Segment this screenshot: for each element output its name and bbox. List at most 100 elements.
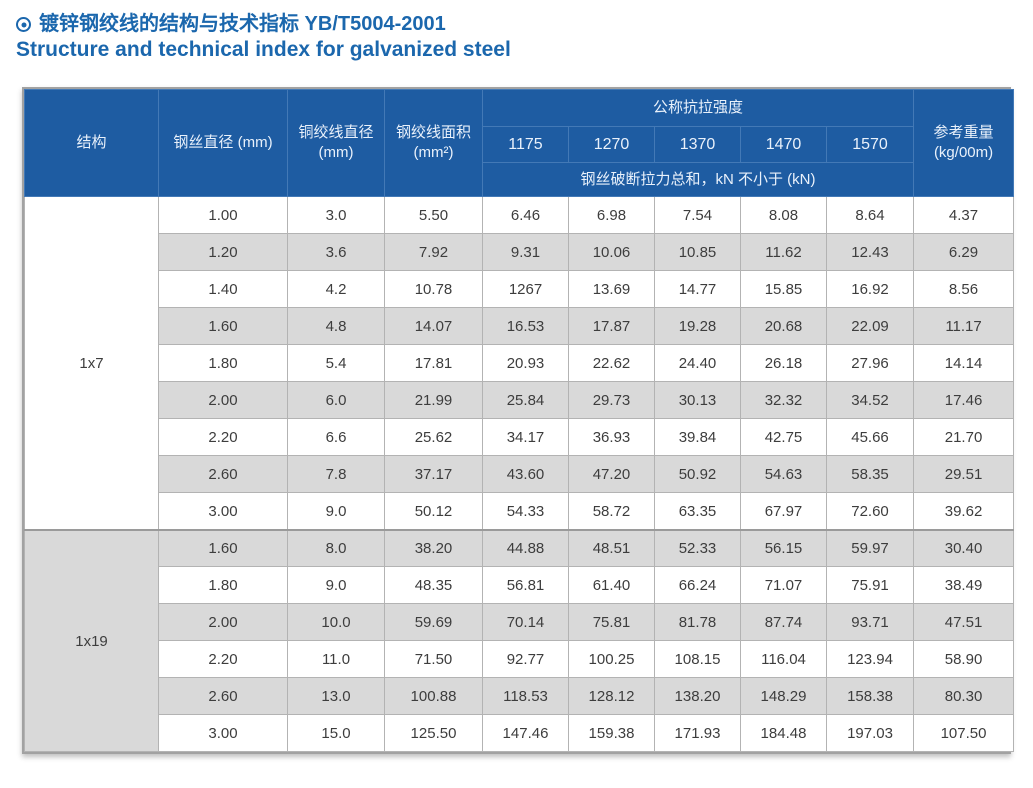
table-cell: 92.77 — [482, 640, 569, 679]
table-cell: 118.53 — [482, 677, 569, 716]
table-cell: 11.0 — [287, 640, 385, 679]
table-cell: 30.40 — [913, 528, 1015, 568]
table-cell: 50.92 — [654, 455, 741, 494]
table-cell: 25.62 — [384, 418, 483, 457]
table-cell: 87.74 — [740, 603, 827, 642]
table-cell: 1.80 — [158, 344, 288, 383]
table-cell: 3.0 — [287, 196, 385, 235]
table-cell: 80.30 — [913, 677, 1015, 716]
table-cell: 125.50 — [384, 714, 483, 753]
table-cell: 26.18 — [740, 344, 827, 383]
header-grade-1470: 1470 — [740, 126, 827, 164]
table-row: 2.60 7.8 37.17 43.60 47.20 50.92 54.63 58.35 29.… — [25, 455, 1015, 494]
table-cell: 17.87 — [568, 307, 655, 346]
table-cell: 2.60 — [158, 677, 288, 716]
table-cell: 38.20 — [384, 528, 483, 568]
table-cell: 59.97 — [825, 528, 915, 568]
table-cell: 48.35 — [384, 566, 483, 605]
table-cell: 2.60 — [158, 455, 288, 494]
table-cell: 21.99 — [384, 381, 483, 420]
table-cell: 32.32 — [740, 381, 827, 420]
table-cell: 19.28 — [654, 307, 741, 346]
table-cell: 66.24 — [654, 566, 741, 605]
table-row: 3.00 9.0 50.12 54.33 58.72 63.35 67.97 72.60 39.… — [25, 492, 1015, 531]
table-row: 1.20 3.6 7.92 9.31 10.06 10.85 11.62 12.43 6.29 — [25, 233, 1015, 272]
table-cell: 16.53 — [482, 307, 569, 346]
structure-group-label: 1x19 — [24, 528, 159, 753]
table-cell: 38.49 — [913, 566, 1015, 605]
table-cell: 15.85 — [740, 270, 827, 309]
table-row: 3.00 15.0 125.50 147.46 159.38 171.93 184.48 19… — [25, 714, 1015, 753]
header-grade-1370: 1370 — [654, 126, 741, 164]
table-cell: 29.51 — [913, 455, 1015, 494]
spec-table-container: 结构 钢丝直径 (mm) 铜绞线直径 (mm) 钢绞线面积 (mm²) 公称抗拉… — [22, 87, 1015, 755]
table-cell: 147.46 — [482, 714, 569, 753]
table-cell: 54.63 — [740, 455, 827, 494]
table-cell: 2.00 — [158, 603, 288, 642]
table-cell: 8.64 — [825, 196, 915, 235]
table-cell: 25.84 — [482, 381, 569, 420]
table-cell: 6.46 — [482, 196, 569, 235]
header-ref-weight: 参考重量 (kg/00m) — [913, 89, 1015, 198]
table-cell: 58.72 — [568, 492, 655, 531]
table-cell: 50.12 — [384, 492, 483, 531]
table-cell: 58.90 — [913, 640, 1015, 679]
table-cell: 37.17 — [384, 455, 483, 494]
table-cell: 1267 — [482, 270, 569, 309]
table-cell: 75.81 — [568, 603, 655, 642]
table-row: 2.20 11.0 71.50 92.77 100.25 108.15 116.04 123.… — [25, 640, 1015, 679]
table-cell: 10.78 — [384, 270, 483, 309]
table-cell: 22.62 — [568, 344, 655, 383]
header-grade-1570: 1570 — [825, 126, 915, 164]
header-grade-1175: 1175 — [482, 126, 569, 164]
table-cell: 4.8 — [287, 307, 385, 346]
table-cell: 5.4 — [287, 344, 385, 383]
table-cell: 1.40 — [158, 270, 288, 309]
table-cell: 10.0 — [287, 603, 385, 642]
table-row: 1.60 4.8 14.07 16.53 17.87 19.28 20.68 22.09 11.… — [25, 307, 1015, 346]
table-cell: 71.07 — [740, 566, 827, 605]
table-cell: 56.15 — [740, 528, 827, 568]
table-cell: 184.48 — [740, 714, 827, 753]
table-cell: 128.12 — [568, 677, 655, 716]
table-row: 1.40 4.2 10.78 1267 13.69 14.77 15.85 16.92 8.56 — [25, 270, 1015, 309]
table-cell: 10.85 — [654, 233, 741, 272]
table-row: 2.00 10.0 59.69 70.14 75.81 81.78 87.74 93.71 47… — [25, 603, 1015, 642]
table-cell: 34.17 — [482, 418, 569, 457]
header-grade-1270: 1270 — [568, 126, 655, 164]
table-cell: 159.38 — [568, 714, 655, 753]
table-cell: 27.96 — [825, 344, 915, 383]
page-header: 镀锌钢绞线的结构与技术指标 YB/T5004-2001 Structure an… — [0, 0, 1033, 63]
table-cell: 39.62 — [913, 492, 1015, 531]
table-cell: 6.29 — [913, 233, 1015, 272]
table-cell: 22.09 — [825, 307, 915, 346]
header-tensile-note: 钢丝破断拉力总和，kN 不小于 (kN) — [481, 162, 915, 198]
table-cell: 58.35 — [825, 455, 915, 494]
table-cell: 3.6 — [287, 233, 385, 272]
table-cell: 39.84 — [654, 418, 741, 457]
table-cell: 30.13 — [654, 381, 741, 420]
table-cell: 75.91 — [825, 566, 915, 605]
table-row: 1.80 5.4 17.81 20.93 22.62 24.40 26.18 27.96 14.… — [25, 344, 1015, 383]
table-cell: 1.20 — [158, 233, 288, 272]
table-cell: 4.2 — [287, 270, 385, 309]
table-cell: 123.94 — [825, 640, 915, 679]
table-cell: 20.68 — [740, 307, 827, 346]
table-cell: 10.06 — [568, 233, 655, 272]
table-cell: 6.98 — [568, 196, 655, 235]
table-cell: 70.14 — [482, 603, 569, 642]
table-cell: 34.52 — [825, 381, 915, 420]
table-cell: 1.60 — [158, 307, 288, 346]
table-cell: 17.46 — [913, 381, 1015, 420]
table-cell: 67.97 — [740, 492, 827, 531]
table-cell: 1.80 — [158, 566, 288, 605]
table-cell: 11.17 — [913, 307, 1015, 346]
table-cell: 81.78 — [654, 603, 741, 642]
table-cell: 7.8 — [287, 455, 385, 494]
table-cell: 8.0 — [287, 528, 385, 568]
table-cell: 20.93 — [482, 344, 569, 383]
table-cell: 100.88 — [384, 677, 483, 716]
table-cell: 14.77 — [654, 270, 741, 309]
page-title-en: Structure and technical index for galvan… — [16, 38, 511, 61]
table-cell: 3.00 — [158, 492, 288, 531]
